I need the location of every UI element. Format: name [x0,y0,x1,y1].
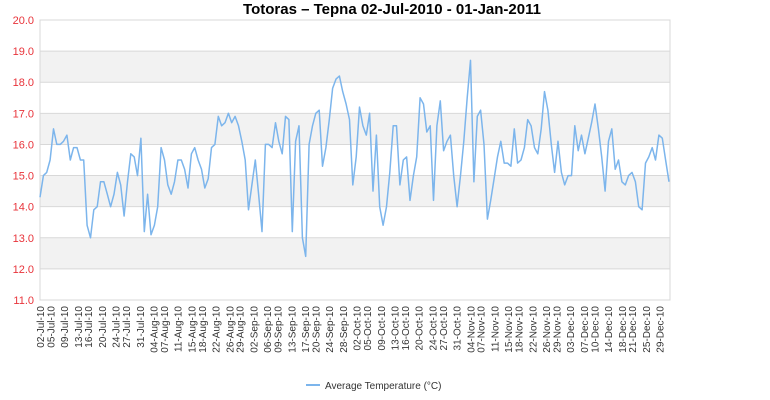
x-tick-label: 04-Aug-10 [150,306,161,353]
x-tick-label: 11-Nov-10 [490,306,501,352]
x-tick-label: 03-Dec-10 [566,306,577,353]
y-tick-label: 15.0 [13,171,34,183]
x-tick-label: 07-Nov-10 [477,306,488,353]
x-tick-label: 18-Nov-10 [515,306,526,353]
x-tick-label: 06-Sep-10 [263,306,274,353]
x-tick-label: 20-Sep-10 [311,306,322,353]
x-tick-label: 14-Dec-10 [604,306,615,353]
x-tick-label: 16-Oct-10 [401,306,412,351]
x-tick-label: 05-Jul-10 [46,306,57,348]
x-tick-label: 31-Jul-10 [136,306,147,348]
chart-title: Totoras – Tepna 02-Jul-2010 - 01-Jan-201… [243,1,541,18]
x-tick-label: 09-Oct-10 [377,306,388,351]
x-tick-label: 29-Nov-10 [552,306,563,353]
x-tick-label: 16-Jul-10 [84,306,95,348]
x-tick-label: 22-Nov-10 [528,306,539,353]
y-tick-label: 16.0 [13,139,34,151]
x-tick-label: 07-Dec-10 [580,306,591,353]
x-tick-label: 09-Sep-10 [274,306,285,353]
x-tick-label: 26-Aug-10 [225,306,236,353]
x-tick-label: 10-Dec-10 [590,306,601,353]
grid-band [40,51,670,83]
x-tick-label: 02-Oct-10 [353,306,364,351]
y-tick-label: 11.0 [13,295,34,307]
x-tick-label: 02-Jul-10 [36,306,47,348]
x-tick-label: 29-Aug-10 [236,306,247,353]
x-tick-label: 09-Jul-10 [60,306,71,348]
x-tick-label: 13-Oct-10 [391,306,402,351]
plot-border [39,19,671,301]
y-tick-label: 19.0 [13,46,34,58]
x-tick-label: 07-Aug-10 [160,306,171,353]
y-tick-label: 12.0 [13,264,34,276]
y-tick-label: 17.0 [13,108,34,120]
grid-band [40,237,670,269]
x-tick-label: 31-Oct-10 [453,306,464,351]
x-tick-label: 27-Jul-10 [122,306,133,348]
grid-band [40,113,670,145]
y-tick-label: 14.0 [13,202,34,214]
x-tick-label: 20-Jul-10 [98,306,109,348]
x-tick-label: 26-Nov-10 [542,306,553,353]
legend-label[interactable]: Average Temperature (°C) [325,381,441,392]
series-line-average-temperature [39,59,670,258]
y-tick-label: 18.0 [13,77,34,89]
x-tick-label: 02-Sep-10 [249,306,260,353]
x-tick-label: 04-Nov-10 [466,306,477,353]
x-tick-label: 27-Oct-10 [439,306,450,351]
x-tick-label: 18-Aug-10 [198,306,209,353]
x-tick-label: 28-Sep-10 [339,306,350,353]
y-tick-label: 20.0 [13,15,34,27]
x-tick-label: 15-Nov-10 [504,306,515,353]
x-tick-label: 20-Oct-10 [415,306,426,351]
x-tick-label: 21-Dec-10 [628,306,639,353]
x-tick-label: 22-Aug-10 [212,306,223,353]
x-tick-label: 24-Oct-10 [428,306,439,351]
grid-band [40,175,670,207]
legend[interactable]: Average Temperature (°C) [306,381,441,392]
y-tick-label: 13.0 [13,233,34,245]
x-tick-label: 24-Jul-10 [112,306,123,348]
x-tick-label: 13-Jul-10 [74,306,85,348]
x-tick-label: 25-Dec-10 [642,306,653,353]
x-tick-label: 29-Dec-10 [656,306,667,353]
x-tick-label: 13-Sep-10 [287,306,298,353]
x-tick-label: 11-Aug-10 [174,306,185,352]
x-tick-label: 15-Aug-10 [187,306,198,353]
x-tick-label: 24-Sep-10 [325,306,336,353]
x-tick-label: 18-Dec-10 [618,306,629,353]
x-tick-label: 17-Sep-10 [301,306,312,353]
x-tick-label: 05-Oct-10 [363,306,374,351]
